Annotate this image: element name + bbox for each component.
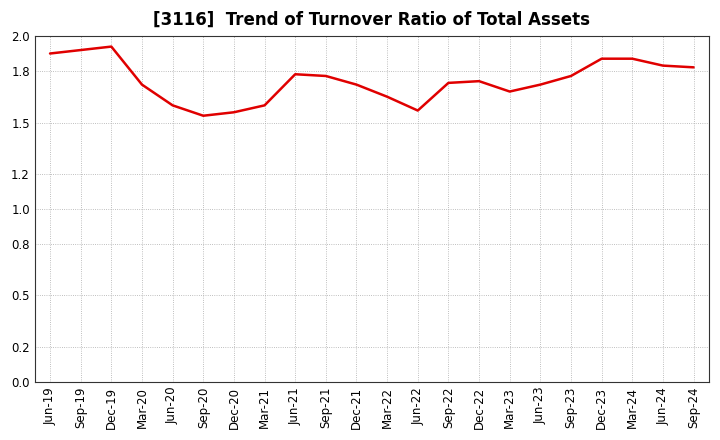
Title: [3116]  Trend of Turnover Ratio of Total Assets: [3116] Trend of Turnover Ratio of Total … xyxy=(153,11,590,29)
